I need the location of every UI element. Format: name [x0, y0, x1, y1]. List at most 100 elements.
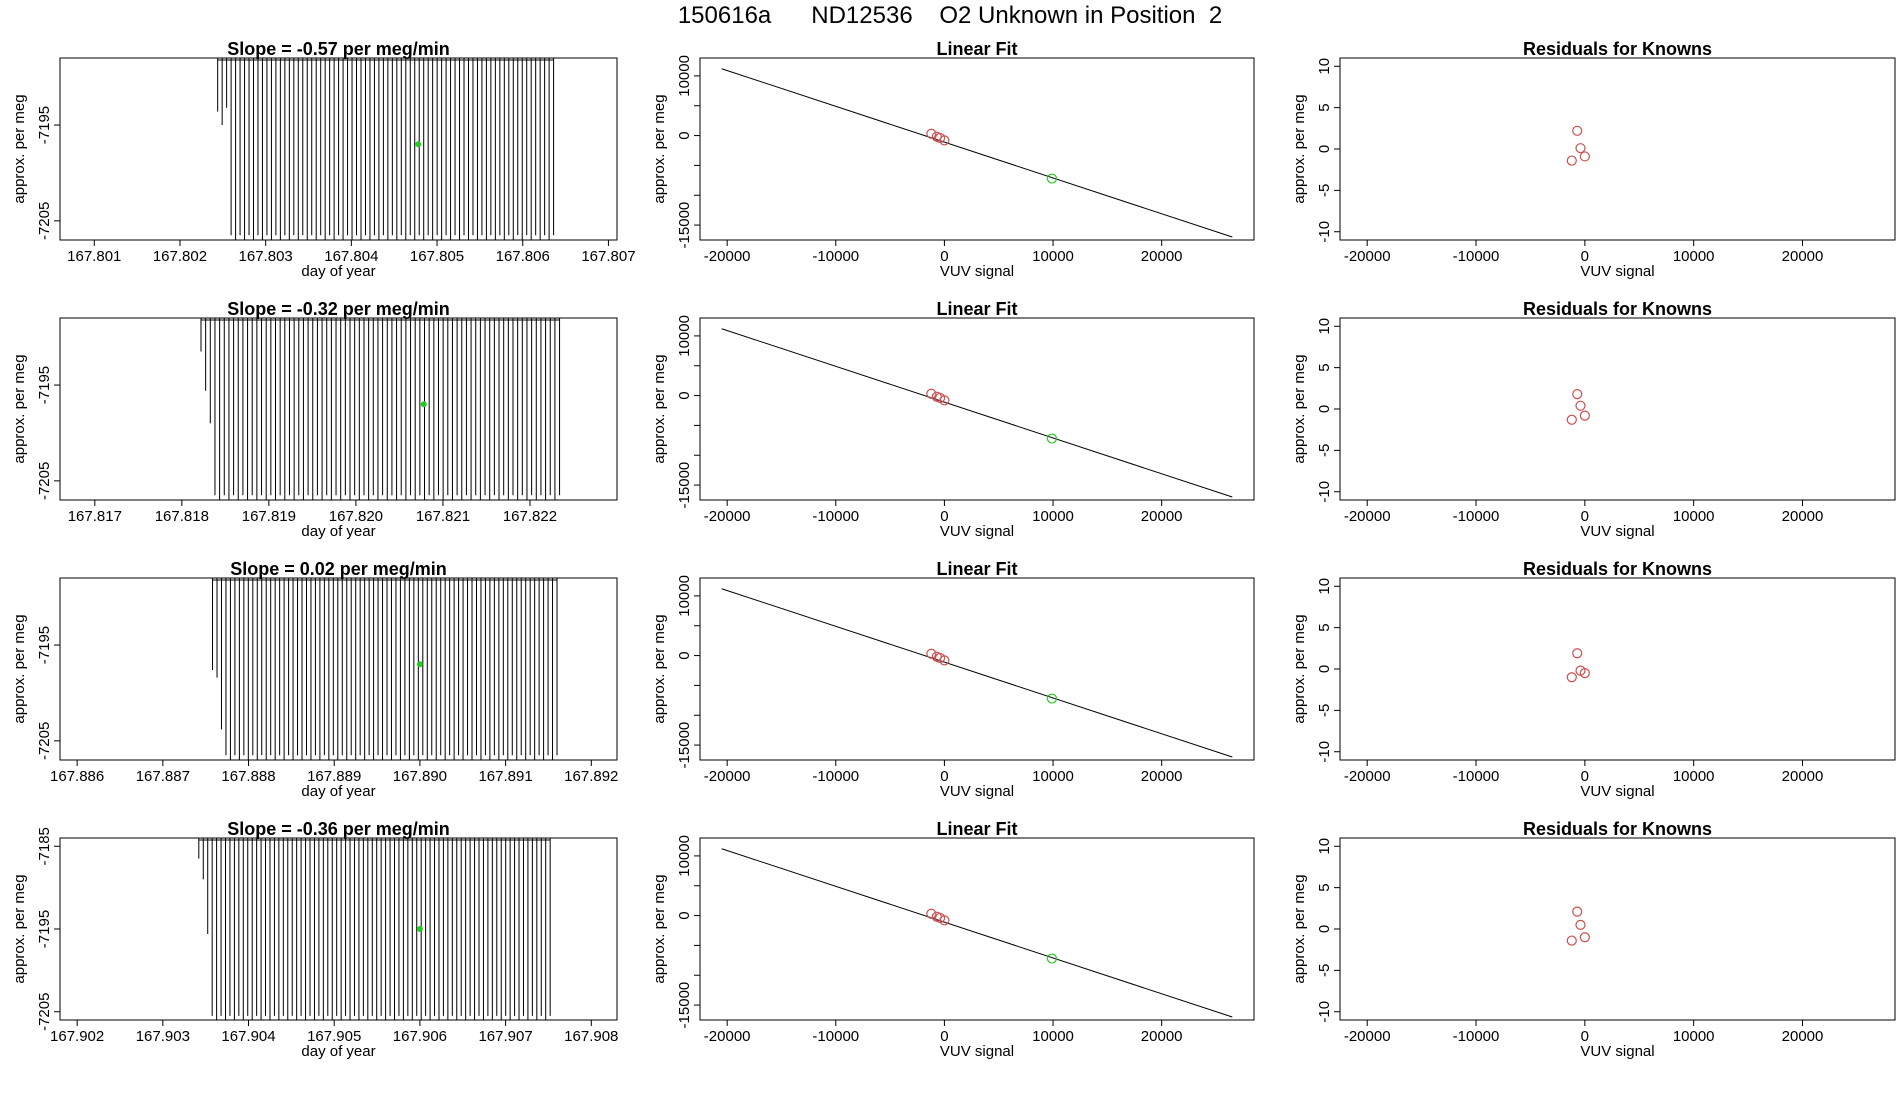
x-tick-label: -20000: [1344, 768, 1391, 785]
fit-line: [721, 328, 1233, 498]
fit-line: [721, 588, 1233, 758]
y-tick-label: 0: [676, 131, 693, 139]
x-axis-label: day of year: [301, 263, 375, 280]
unknown-point: [1046, 173, 1058, 184]
y-tick-label: -10: [1316, 1001, 1333, 1023]
x-axis-label: VUV signal: [1580, 263, 1654, 280]
y-tick-label: -7205: [36, 722, 53, 760]
y-tick-label: 0: [1316, 665, 1333, 673]
y-tick-label: -7205: [36, 202, 53, 240]
y-tick-label: 10000: [676, 315, 693, 357]
x-tick-label: 167.802: [153, 248, 207, 265]
y-axis-label: approx. per meg: [11, 874, 28, 983]
x-axis-label: VUV signal: [940, 523, 1014, 540]
x-axis-label: VUV signal: [940, 783, 1014, 800]
x-tick-label: -20000: [1344, 508, 1391, 525]
x-tick-label: 167.886: [50, 768, 104, 785]
known-point: [939, 655, 950, 666]
x-tick-label: 10000: [1032, 1028, 1074, 1045]
x-tick-label: 167.807: [581, 248, 635, 265]
time-series-panel-row-3: Slope = 0.02 per meg/min 167.886 167.887 16…: [11, 559, 618, 800]
residuals-panel-row-1: Residuals for Knowns -20000 -10000 0 10000 20…: [1291, 39, 1896, 280]
y-axis-label: approx. per meg: [1291, 614, 1308, 723]
x-tick-label: -10000: [1453, 768, 1500, 785]
y-tick-label: -15000: [676, 462, 693, 509]
x-tick-label: 167.805: [410, 248, 464, 265]
y-tick-label: -15000: [676, 202, 693, 249]
residual-point: [1575, 143, 1586, 154]
y-axis-label: approx. per meg: [651, 614, 668, 723]
x-tick-label: 167.821: [416, 508, 470, 525]
x-tick-label: 167.888: [221, 768, 275, 785]
x-tick-label: -20000: [704, 1028, 751, 1045]
known-point: [939, 395, 950, 406]
x-tick-label: 0: [940, 768, 948, 785]
unknown-point: [416, 926, 423, 932]
y-tick-label: 10: [1316, 58, 1333, 75]
x-tick-label: 0: [1581, 1028, 1589, 1045]
x-tick-label: 167.806: [496, 248, 550, 265]
x-tick-label: 10000: [1032, 508, 1074, 525]
y-axis-label: approx. per meg: [651, 354, 668, 463]
y-tick-label: 0: [1316, 405, 1333, 413]
known-point: [926, 388, 937, 399]
y-tick-label: -7205: [36, 462, 53, 500]
x-tick-label: 167.891: [478, 768, 532, 785]
x-tick-label: -10000: [812, 248, 859, 265]
x-tick-label: 167.817: [68, 508, 122, 525]
linear-fit-panel-row-4: Linear Fit -20000 -10000 0 10000 20000 VUV sig…: [651, 819, 1255, 1060]
y-tick-label: -5: [1316, 704, 1333, 717]
x-tick-label: -10000: [812, 508, 859, 525]
linear-fit-panel-row-2: Linear Fit -20000 -10000 0 10000 20000 VUV sig…: [651, 299, 1255, 540]
x-tick-label: -20000: [704, 508, 751, 525]
y-tick-label: 0: [1316, 145, 1333, 153]
x-tick-label: -10000: [1453, 508, 1500, 525]
x-tick-label: 167.903: [136, 1028, 190, 1045]
y-axis-label: approx. per meg: [1291, 354, 1308, 463]
residual-point: [1566, 414, 1577, 425]
x-tick-label: 10000: [1032, 768, 1074, 785]
unknown-point: [1046, 693, 1058, 704]
x-tick-label: 20000: [1782, 768, 1824, 785]
y-tick-label: -7195: [36, 626, 53, 664]
residual-point: [1579, 668, 1590, 679]
panel-title: Residuals for Knowns: [1523, 559, 1712, 579]
x-axis-label: day of year: [301, 523, 375, 540]
y-tick-label: -15000: [676, 722, 693, 769]
x-tick-label: 0: [1581, 248, 1589, 265]
x-tick-label: 167.902: [50, 1028, 104, 1045]
x-tick-label: -20000: [1344, 248, 1391, 265]
residuals-panel-row-2: Residuals for Knowns -20000 -10000 0 10000 20…: [1291, 299, 1896, 540]
unknown-point: [416, 661, 423, 668]
x-tick-label: 20000: [1141, 508, 1183, 525]
y-tick-label: -10: [1316, 481, 1333, 503]
plot-frame: [59, 577, 618, 761]
x-tick-label: 10000: [1673, 508, 1715, 525]
unknown-point: [415, 141, 422, 148]
x-tick-label: 167.887: [136, 768, 190, 785]
signal-trace: [212, 578, 558, 760]
x-tick-label: 0: [1581, 508, 1589, 525]
x-tick-label: -10000: [1453, 248, 1500, 265]
residual-point: [1566, 672, 1577, 683]
plot-frame: [699, 317, 1255, 501]
x-tick-label: 167.803: [239, 248, 293, 265]
x-tick-label: 0: [1581, 768, 1589, 785]
fit-line: [721, 848, 1233, 1018]
x-tick-label: 20000: [1782, 1028, 1824, 1045]
time-series-panel-row-1: Slope = -0.57 per meg/min 167.801 167.802 1…: [11, 39, 636, 280]
y-tick-label: 10000: [676, 575, 693, 617]
time-series-panel-row-4: Slope = -0.36 per meg/min 167.902 167.903 1…: [11, 819, 618, 1060]
x-tick-label: 167.904: [221, 1028, 275, 1045]
y-tick-label: 10000: [676, 55, 693, 97]
y-tick-label: -7195: [36, 106, 53, 144]
panel-title: Slope = -0.36 per meg/min: [227, 819, 450, 839]
residual-point: [1579, 932, 1590, 943]
plot-frame: [59, 837, 618, 1021]
x-tick-label: -20000: [1344, 1028, 1391, 1045]
known-point: [926, 128, 937, 139]
residual-point: [1579, 410, 1590, 421]
y-tick-label: -15000: [676, 982, 693, 1029]
y-tick-label: 5: [1316, 623, 1333, 631]
residual-point: [1572, 906, 1583, 917]
